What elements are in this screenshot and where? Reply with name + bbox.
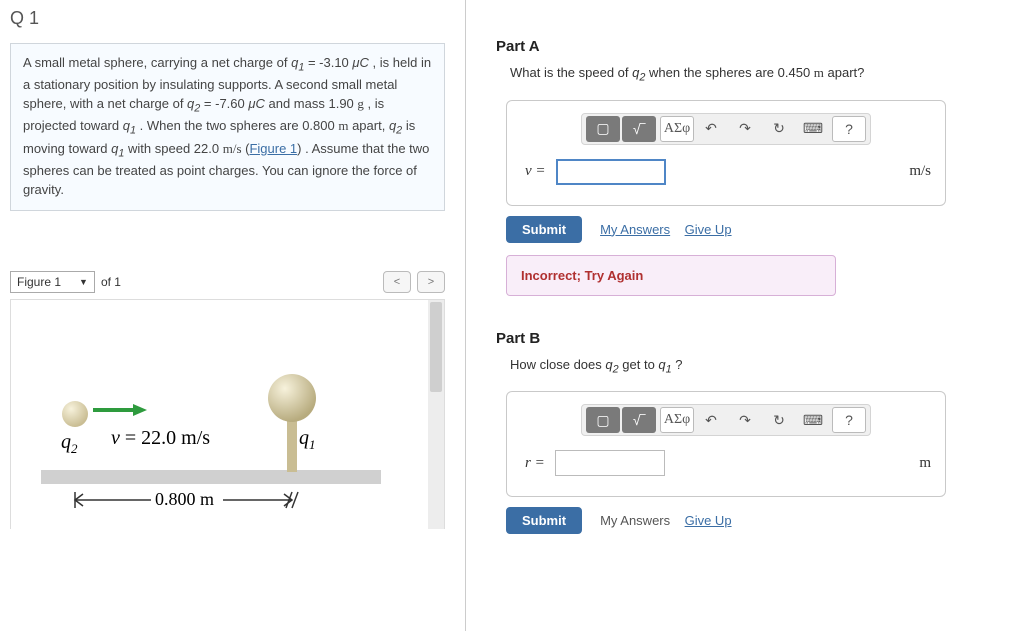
part-a-answer-panel: ▢ √‾ ΑΣφ ↶ ↷ ↻ ⌨ ? v = m/s xyxy=(506,100,946,206)
svg-text:q2: q2 xyxy=(61,431,78,456)
part-a-feedback: Incorrect; Try Again xyxy=(506,255,836,296)
figure-link[interactable]: Figure 1 xyxy=(249,141,297,156)
svg-text:v = 22.0 m/s: v = 22.0 m/s xyxy=(111,427,210,449)
redo-button[interactable]: ↷ xyxy=(728,407,762,433)
reset-button[interactable]: ↻ xyxy=(762,407,796,433)
part-b-unit: m xyxy=(919,455,931,472)
figure-count: of 1 xyxy=(101,275,121,289)
text: and mass 1.90 xyxy=(265,96,358,111)
part-a-give-up-link[interactable]: Give Up xyxy=(685,222,732,237)
text: m/s xyxy=(223,141,242,156)
text: q2 xyxy=(187,96,200,111)
text: μC xyxy=(248,96,265,111)
undo-button[interactable]: ↶ xyxy=(694,116,728,142)
text: . When the two spheres are 0.800 xyxy=(136,118,338,133)
part-b-give-up-link[interactable]: Give Up xyxy=(685,513,732,528)
question-number: Q 1 xyxy=(10,8,445,29)
part-b-answer-panel: ▢ √‾ ΑΣφ ↶ ↷ ↻ ⌨ ? r = m xyxy=(506,391,946,497)
greek-button[interactable]: ΑΣφ xyxy=(660,116,694,142)
equation-toolbar-b: ▢ √‾ ΑΣφ ↶ ↷ ↻ ⌨ ? xyxy=(521,404,931,436)
prev-figure-button[interactable]: < xyxy=(383,271,411,293)
help-button[interactable]: ? xyxy=(832,407,866,433)
text: q1 xyxy=(123,118,136,133)
text: = -3.10 xyxy=(304,55,352,70)
text: μC xyxy=(352,55,369,70)
part-b-my-answers-link[interactable]: My Answers xyxy=(600,513,670,528)
text: m xyxy=(338,118,348,133)
reset-button[interactable]: ↻ xyxy=(762,116,796,142)
undo-button[interactable]: ↶ xyxy=(694,407,728,433)
part-a-question: What is the speed of q2 when the spheres… xyxy=(510,65,1004,84)
redo-button[interactable]: ↷ xyxy=(728,116,762,142)
part-b-submit-button[interactable]: Submit xyxy=(506,507,582,534)
text: q2 xyxy=(389,118,402,133)
chevron-down-icon: ▼ xyxy=(79,277,88,287)
part-a-my-answers-link[interactable]: My Answers xyxy=(600,222,670,237)
text: q1 xyxy=(111,141,124,156)
equation-toolbar: ▢ √‾ ΑΣφ ↶ ↷ ↻ ⌨ ? xyxy=(521,113,931,145)
keyboard-button[interactable]: ⌨ xyxy=(796,116,830,142)
part-b-answer-input[interactable] xyxy=(555,450,665,476)
part-b-title: Part B xyxy=(496,330,1004,347)
part-a-submit-button[interactable]: Submit xyxy=(506,216,582,243)
part-a-unit: m/s xyxy=(909,163,931,180)
part-a-title: Part A xyxy=(496,38,1004,55)
text: with speed 22.0 xyxy=(124,141,222,156)
text: A small metal sphere, carrying a net cha… xyxy=(23,55,291,70)
figure-1-svg: q2 v = 22.0 m/s q1 0.800 m xyxy=(21,340,421,520)
part-a-var-label: v = xyxy=(525,163,546,180)
text: = -7.60 xyxy=(200,96,248,111)
part-b-question: How close does q2 get to q1 ? xyxy=(510,357,1004,376)
scrollbar[interactable] xyxy=(428,300,444,529)
text: apart, xyxy=(348,118,388,133)
text: q1 xyxy=(291,55,304,70)
templates-button[interactable]: ▢ xyxy=(586,116,620,142)
greek-button[interactable]: ΑΣφ xyxy=(660,407,694,433)
next-figure-button[interactable]: > xyxy=(417,271,445,293)
svg-text:q1: q1 xyxy=(299,427,316,452)
part-b-var-label: r = xyxy=(525,455,545,472)
part-a-answer-input[interactable] xyxy=(556,159,666,185)
svg-text:0.800 m: 0.800 m xyxy=(155,489,214,509)
figure-select[interactable]: Figure 1 ▼ xyxy=(10,271,95,293)
figure-select-label: Figure 1 xyxy=(17,275,61,289)
problem-statement: A small metal sphere, carrying a net cha… xyxy=(10,43,445,211)
figure-panel: q2 v = 22.0 m/s q1 0.800 m xyxy=(10,299,445,529)
help-button[interactable]: ? xyxy=(832,116,866,142)
sqrt-button[interactable]: √‾ xyxy=(622,116,656,142)
keyboard-button[interactable]: ⌨ xyxy=(796,407,830,433)
sqrt-button[interactable]: √‾ xyxy=(622,407,656,433)
templates-button[interactable]: ▢ xyxy=(586,407,620,433)
